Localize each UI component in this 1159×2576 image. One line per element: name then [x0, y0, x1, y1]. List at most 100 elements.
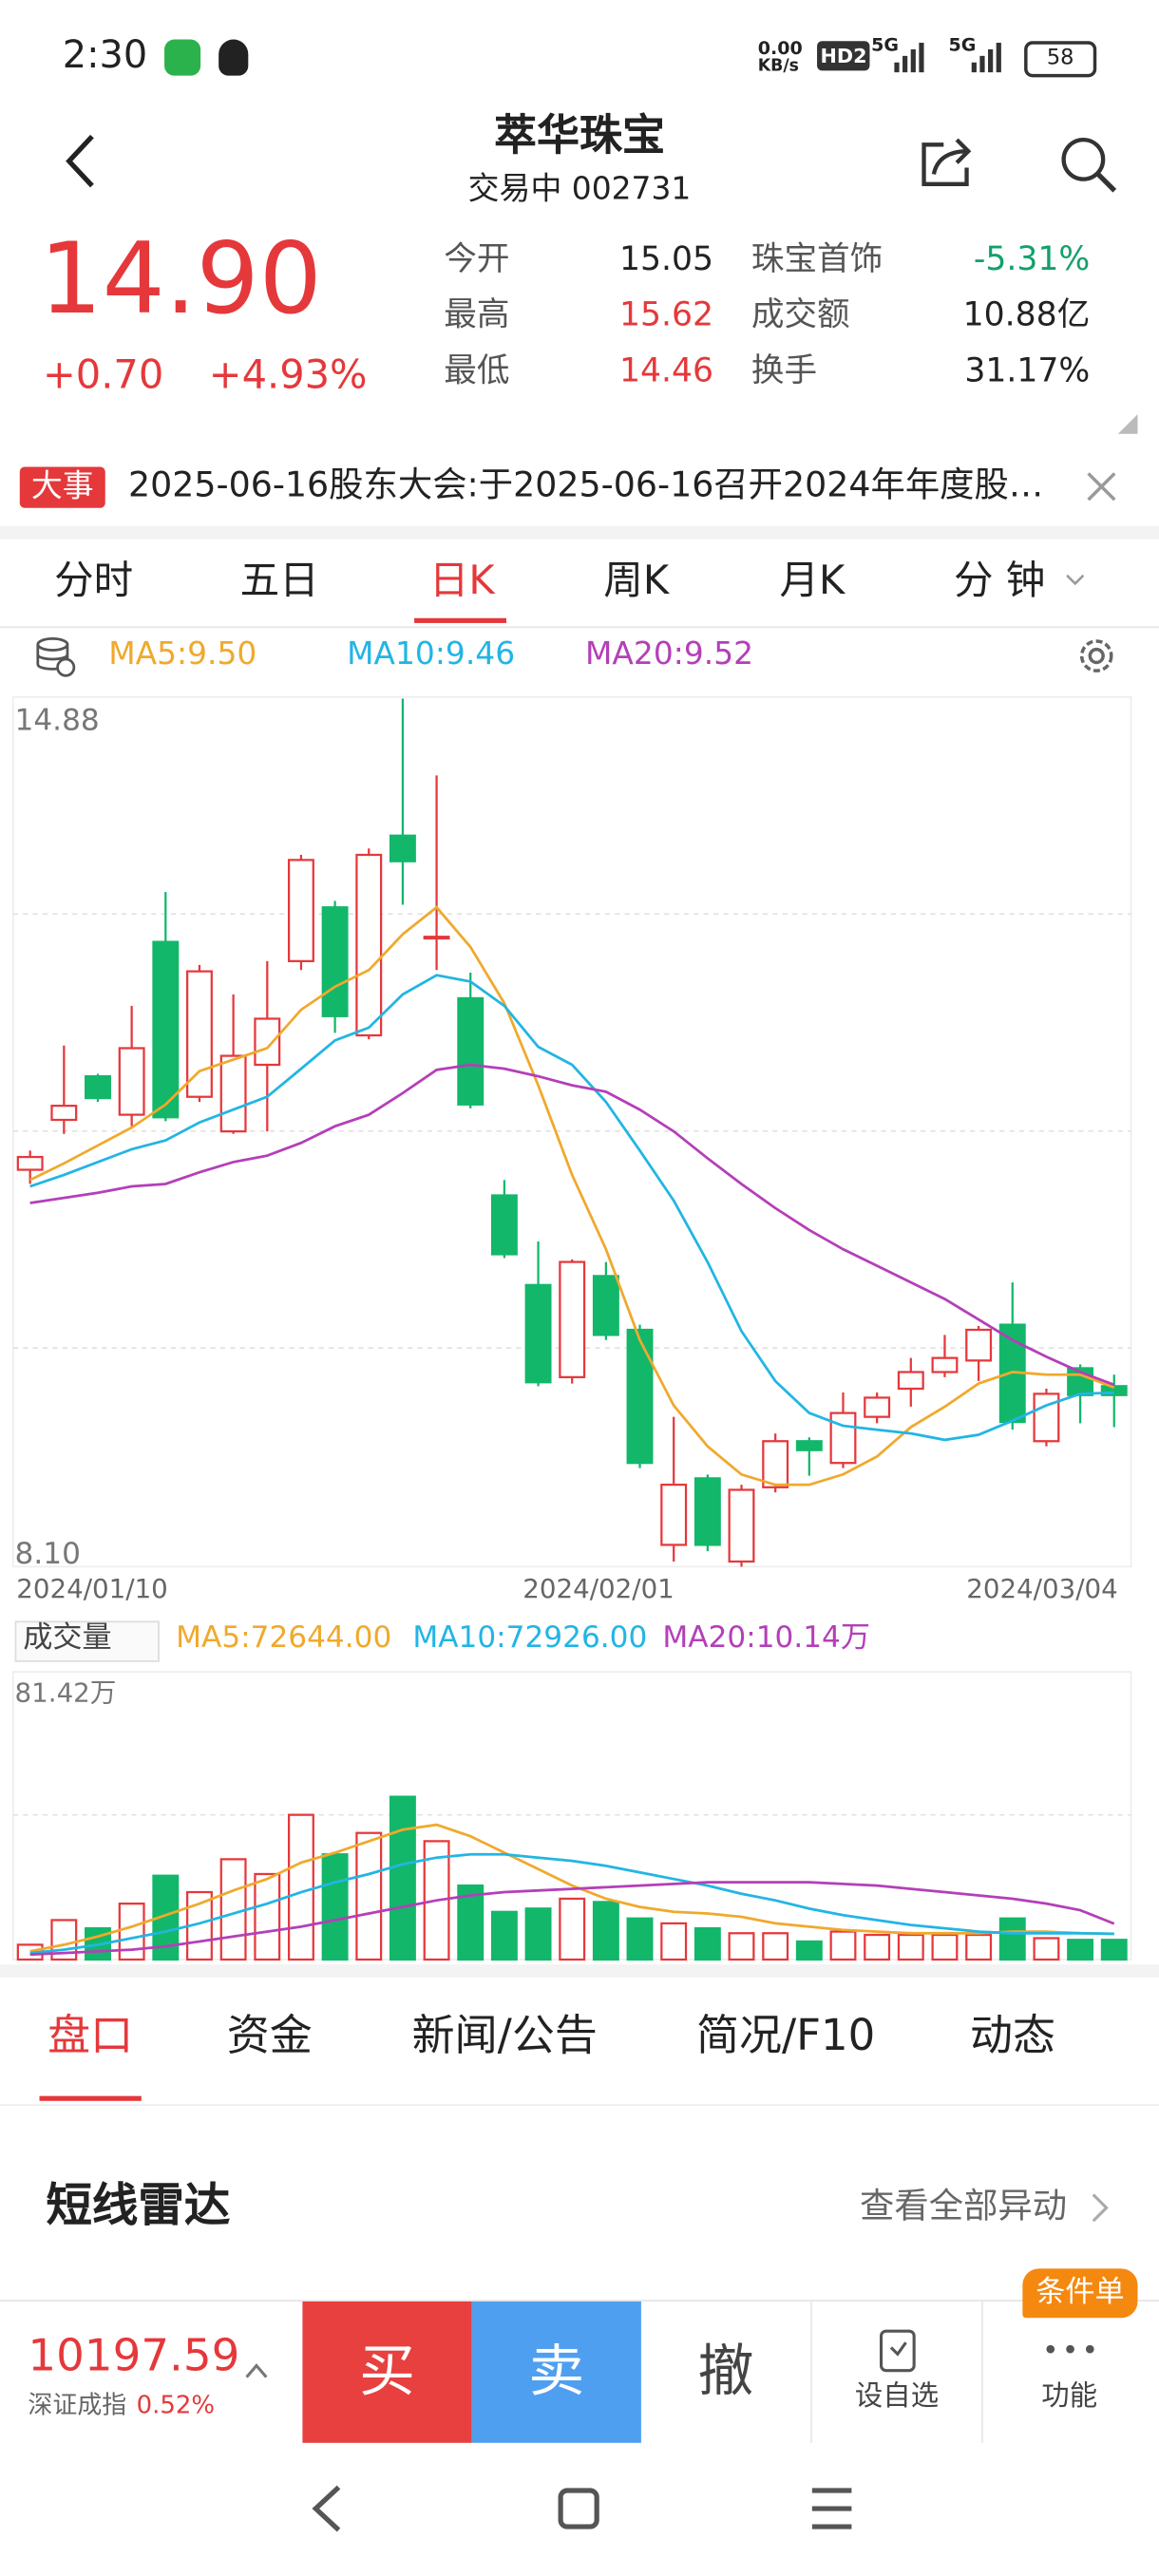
volume-bar	[524, 1907, 552, 1961]
volume-selector-label[interactable]: 成交量	[23, 1620, 112, 1656]
candle-body	[152, 940, 180, 1119]
candle-body	[118, 1047, 145, 1116]
function-button[interactable]: 功能	[1041, 2380, 1098, 2414]
expand-triangle[interactable]	[1117, 414, 1138, 434]
period-tab[interactable]: 周K	[603, 557, 670, 604]
candle-body	[50, 1105, 78, 1122]
index-pct: 0.52%	[136, 2390, 216, 2420]
candle-body	[355, 853, 383, 1037]
settings-button[interactable]	[1074, 633, 1119, 678]
volume-ma-legend: MA10:72926.00	[412, 1620, 648, 1656]
ma-legend: MA5:9.50	[108, 635, 257, 672]
candle-body	[287, 859, 314, 962]
close-button[interactable]	[1085, 470, 1118, 503]
index-name: 深证成指	[28, 2390, 127, 2420]
volume-bar	[965, 1933, 993, 1961]
news-text[interactable]: 2025-06-16股东大会:于2025-06-16召开2024年年度股…	[127, 464, 1044, 505]
period-tab[interactable]: 分时	[54, 557, 134, 604]
candle-body	[829, 1411, 857, 1465]
candle-body	[931, 1356, 959, 1373]
stat-value: 10.88亿	[962, 294, 1091, 334]
ma-legend: MA20:9.52	[585, 635, 754, 672]
candle-body	[16, 1155, 44, 1171]
candle-body	[389, 834, 416, 862]
candle-body	[457, 996, 484, 1106]
volume-bar	[287, 1813, 314, 1961]
volume-bar	[1067, 1939, 1094, 1961]
candle-body	[728, 1488, 755, 1563]
period-tab[interactable]: 五日	[239, 557, 319, 604]
clock: 2:30	[62, 34, 148, 78]
back-button[interactable]	[59, 131, 102, 190]
share-button[interactable]	[914, 131, 979, 190]
volume-bar	[1033, 1937, 1060, 1961]
more-link[interactable]: 查看全部异动	[860, 2186, 1068, 2226]
volume-bar	[931, 1933, 959, 1961]
detail-tab[interactable]: 资金	[226, 2012, 313, 2062]
stat-value: 15.05	[618, 237, 714, 278]
nav-menu[interactable]	[811, 2488, 852, 2529]
divider	[981, 2301, 983, 2443]
expand-icon[interactable]	[243, 2360, 270, 2380]
sell-button[interactable]: 卖	[471, 2301, 641, 2443]
stat-value: -5.31%	[973, 237, 1091, 278]
watch-button[interactable]: 设自选	[854, 2380, 940, 2414]
candle-body	[321, 906, 349, 1017]
ma-legend: MA10:9.46	[347, 635, 516, 672]
stat-label: 珠宝首饰	[750, 237, 884, 278]
cancel-button[interactable]: 撤	[641, 2301, 812, 2443]
candle-body	[694, 1477, 721, 1546]
y-tick-label: 14.88	[15, 703, 100, 737]
period-tab[interactable]: 月K	[779, 557, 846, 604]
candle-body	[864, 1396, 891, 1418]
volume-bar	[389, 1795, 416, 1961]
period-tab[interactable]: 日K	[428, 557, 495, 604]
indicator-icon[interactable]	[33, 635, 79, 680]
detail-tab[interactable]: 动态	[969, 2012, 1055, 2062]
candle-body	[85, 1075, 111, 1100]
y-tick-label: 81.42万	[15, 1676, 117, 1708]
candle-body	[219, 1054, 247, 1133]
buy-button[interactable]: 买	[302, 2301, 472, 2443]
tab-underline	[414, 617, 506, 623]
more-icon	[1046, 2344, 1094, 2354]
detail-tab[interactable]: 盘口	[48, 2012, 134, 2062]
divider	[0, 626, 1159, 629]
stat-value: 14.46	[618, 350, 714, 390]
volume-bar	[559, 1897, 586, 1961]
volume-bar	[626, 1917, 654, 1961]
detail-tab[interactable]: 新闻/公告	[411, 2012, 598, 2062]
stat-label: 最高	[444, 294, 510, 334]
volume-ma-line	[29, 1852, 1114, 1955]
ma-line	[29, 1063, 1115, 1387]
candle-body	[524, 1283, 552, 1384]
qq-icon	[218, 39, 249, 76]
candle-body	[1033, 1392, 1060, 1443]
x-tick-label: 2024/01/10	[16, 1573, 167, 1604]
x-tick-label: 2024/02/01	[522, 1573, 674, 1604]
candle-body	[626, 1328, 654, 1465]
volume-ma-line	[29, 1823, 1114, 1953]
volume-bar	[490, 1910, 518, 1961]
stock-name: 萃华珠宝	[493, 111, 665, 161]
volume-bar	[897, 1933, 924, 1961]
news-badge: 大事	[19, 466, 105, 508]
news-row[interactable]	[0, 446, 1159, 526]
ma-line	[29, 905, 1115, 1487]
volume-selector[interactable]	[14, 1620, 160, 1662]
stat-label: 最低	[444, 350, 510, 390]
search-button[interactable]	[1055, 131, 1121, 197]
nav-back[interactable]	[312, 2485, 341, 2532]
detail-tab[interactable]: 简况/F10	[696, 2012, 876, 2062]
nav-home[interactable]	[558, 2488, 599, 2529]
stat-label: 换手	[750, 350, 818, 390]
wechat-icon	[164, 39, 201, 76]
y-tick-label: 8.10	[15, 1537, 81, 1571]
condition-badge[interactable]: 条件单	[1022, 2268, 1138, 2319]
volume-bar	[321, 1853, 349, 1961]
volume-bar	[864, 1933, 891, 1961]
stat-value: 15.62	[618, 294, 714, 334]
stat-label: 今开	[444, 237, 510, 278]
period-tab[interactable]: 分 钟	[953, 557, 1046, 604]
